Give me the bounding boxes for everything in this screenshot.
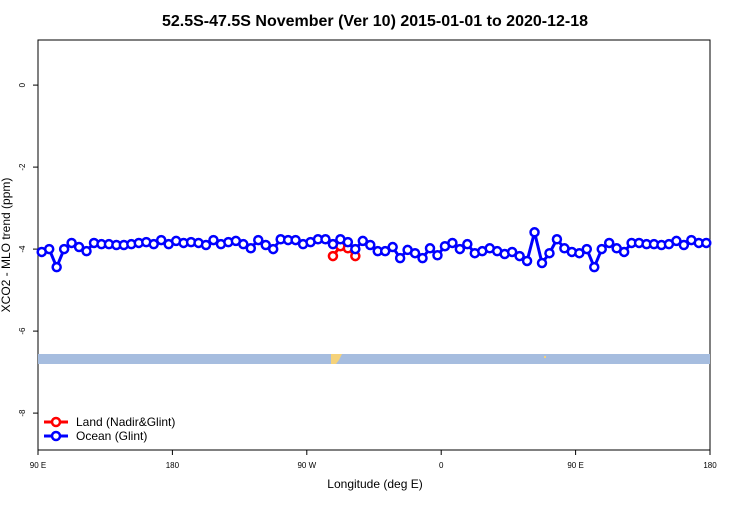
point [671,235,682,247]
point [387,241,398,253]
point [701,237,712,249]
point [208,234,219,246]
point [551,234,563,245]
point [618,246,630,258]
point [365,239,376,251]
point [320,234,331,245]
point [432,250,443,261]
land-patch [544,356,546,358]
point [238,238,249,250]
point [200,239,212,251]
point [327,250,339,262]
point [506,246,518,258]
point [529,227,540,238]
y-tick-label: 0 [18,82,27,87]
point [589,261,600,273]
x-tick-label: 90 E [30,461,46,470]
point [417,252,428,264]
point [245,243,257,254]
y-axis-label: XCO2 - MLO trend (ppm) [0,178,13,313]
x-tick-label: 90 E [567,461,583,470]
point [596,243,607,255]
point [544,247,555,259]
point [462,238,473,250]
point [51,261,62,273]
point [678,239,690,251]
point [327,238,339,250]
point [521,255,533,267]
point [148,238,159,250]
legend-label: Ocean (Glint) [76,429,147,443]
point [357,235,369,247]
point [260,239,271,251]
point [514,250,525,262]
x-axis-label: Longitude (deg E) [327,477,422,491]
surface-strip [38,354,710,364]
x-tick-label: 180 [166,461,180,470]
legend-label: Land (Nadir&Glint) [76,415,175,429]
point [155,234,167,246]
point [267,243,279,255]
point [394,252,406,264]
point [66,237,77,249]
y-tick-label: -4 [18,245,27,253]
point [424,243,436,254]
point [58,243,70,255]
x-tick-label: 180 [703,461,717,470]
land-patch [331,354,342,364]
point [350,243,361,255]
point [574,247,585,259]
point [81,245,92,257]
point [454,243,466,255]
point [253,234,264,246]
point [603,237,615,249]
point [379,245,391,257]
point [447,237,458,249]
point [43,243,55,255]
point [536,257,548,269]
y-tick-label: -2 [18,163,27,171]
legend-marker [50,416,62,428]
point [290,234,301,246]
point [581,243,593,255]
y-tick-label: -8 [18,409,27,417]
y-tick-label: -6 [18,327,27,335]
point [409,247,421,259]
chart-title: 52.5S-47.5S November (Ver 10) 2015-01-01… [162,13,588,30]
legend-marker [50,430,62,442]
x-tick-label: 90 W [297,461,316,470]
point [342,236,354,248]
point [73,241,85,253]
x-tick-label: 0 [439,461,444,470]
